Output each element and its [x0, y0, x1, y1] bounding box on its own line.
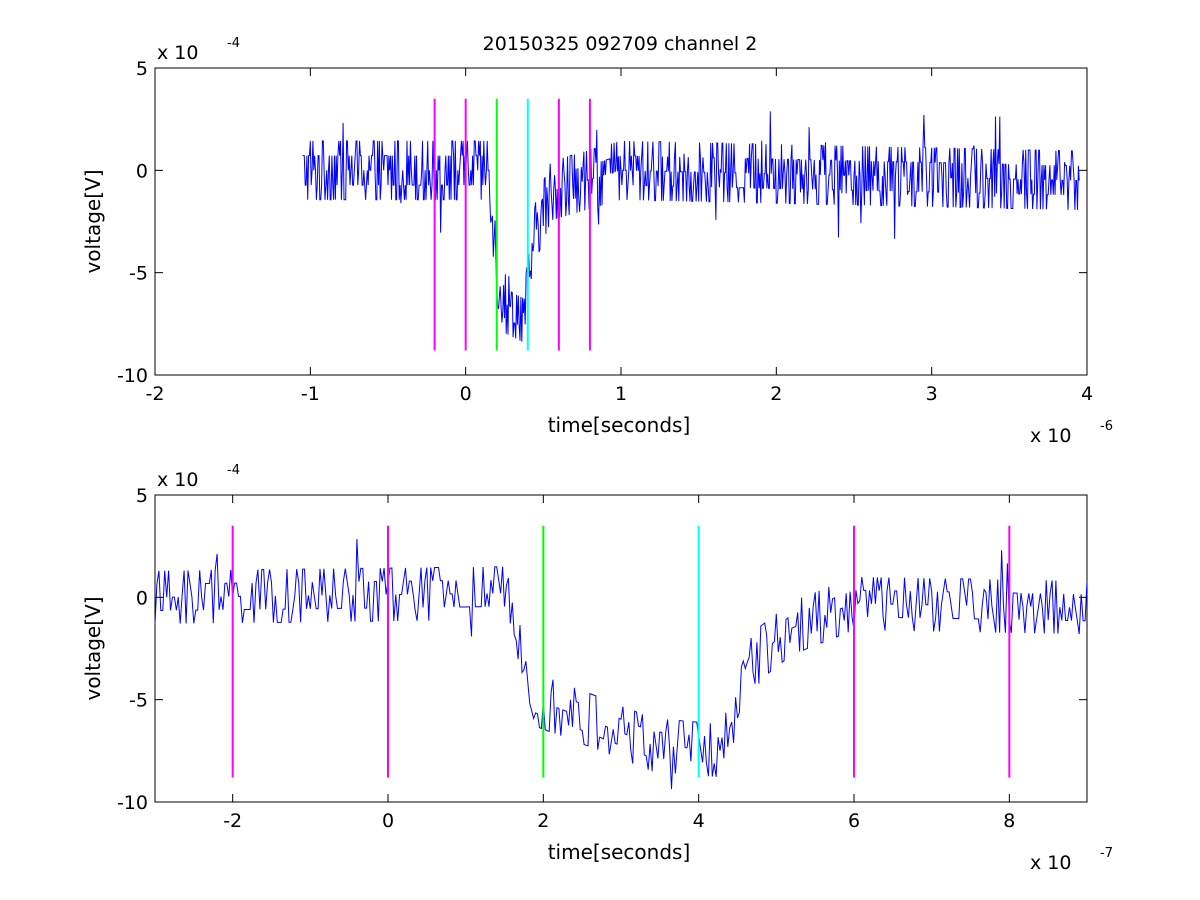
x-axis-label: time[seconds]: [548, 413, 691, 437]
y-tick-label: 5: [136, 58, 148, 80]
x-tick-label: 3: [926, 383, 938, 405]
signal-trace: [154, 538, 1088, 790]
y-tick-label: -5: [129, 263, 148, 285]
x-tick-label: -1: [301, 383, 320, 405]
y-tick-label: 5: [136, 485, 148, 507]
x-tick-label: 0: [460, 383, 472, 405]
x-multiplier: x 10: [1030, 852, 1071, 874]
x-tick-label: 8: [1003, 810, 1015, 832]
x-tick-label: 6: [848, 810, 860, 832]
x-multiplier-exponent: -7: [1100, 846, 1113, 861]
y-multiplier: x 10: [157, 42, 198, 64]
x-tick-label: 2: [537, 810, 549, 832]
y-multiplier-exponent: -4: [227, 463, 240, 478]
x-axis-label: time[seconds]: [548, 840, 691, 864]
x-tick-label: 2: [770, 383, 782, 405]
y-tick-label: -10: [117, 792, 148, 814]
x-tick-label: -2: [223, 810, 242, 832]
bottom-plot-panel: -2 0 2 4 6 8 5 0 -5 -10 time[seconds] voltage[V] x 1…: [81, 463, 1113, 874]
x-tick-label: 4: [1081, 383, 1093, 405]
x-tick-label: 4: [693, 810, 705, 832]
axes-box: [154, 67, 1088, 376]
x-multiplier-exponent: -6: [1100, 419, 1113, 434]
y-multiplier: x 10: [157, 469, 198, 491]
y-multiplier-exponent: -4: [227, 36, 240, 51]
y-axis-label: voltage[V]: [81, 596, 105, 700]
y-tick-label: 0: [136, 587, 148, 609]
signal-trace: [302, 111, 1080, 342]
axes-box: [154, 494, 1088, 803]
x-tick-label: 1: [615, 383, 627, 405]
y-axis-label: voltage[V]: [81, 169, 105, 273]
figure-title: 20150325 092709 channel 2: [483, 33, 758, 55]
y-tick-label: 0: [136, 160, 148, 182]
x-tick-label: 0: [382, 810, 394, 832]
y-tick-label: -10: [117, 365, 148, 387]
top-plot-panel: -2 -1 0 1 2 3 450-5-10time[seconds]voltage[V]x…: [81, 36, 1113, 447]
x-multiplier: x 10: [1030, 425, 1071, 447]
y-tick-label: -5: [129, 690, 148, 712]
x-tick-label: -2: [146, 383, 165, 405]
